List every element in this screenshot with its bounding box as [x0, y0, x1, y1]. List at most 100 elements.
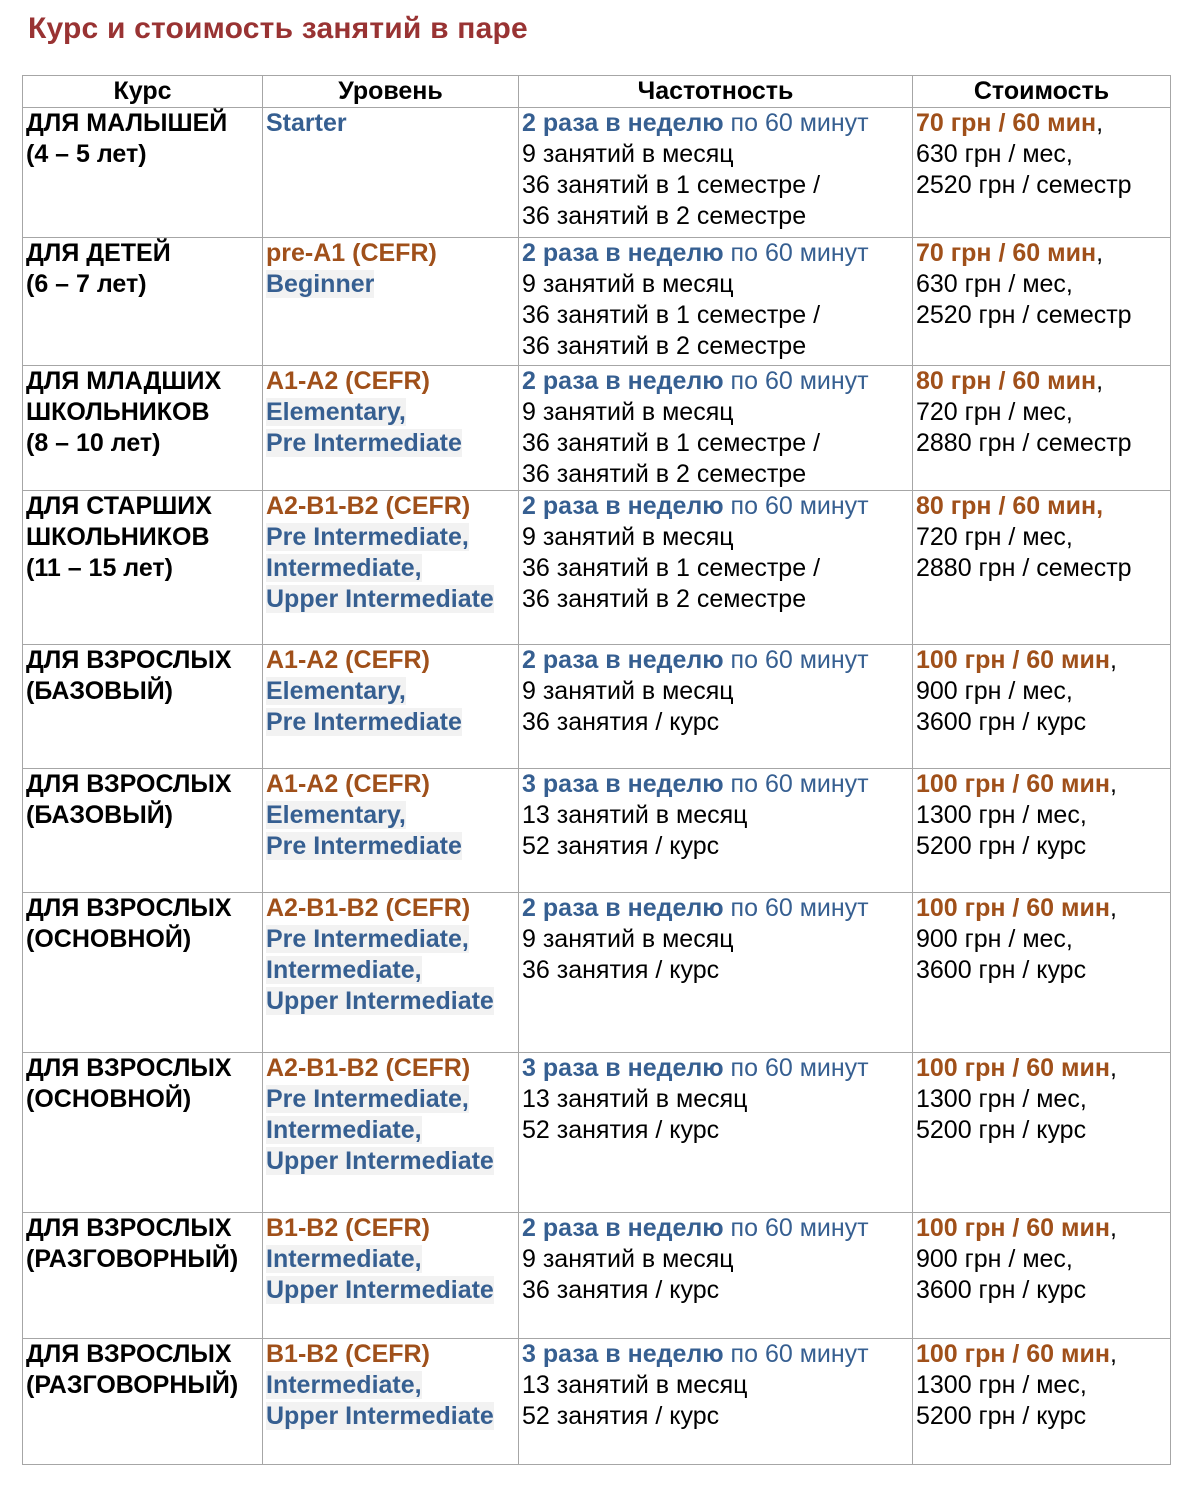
- price-detail-line: 5200 грн / курс: [916, 1402, 1087, 1430]
- course-cell: ДЛЯ ВЗРОСЛЫХ (РАЗГОВОРНЫЙ): [22, 1212, 263, 1339]
- level-cell: A1-A2 (CEFR) Elementary, Pre Intermediate: [262, 365, 519, 491]
- course-cell: ДЛЯ ВЗРОСЛЫХ (БАЗОВЫЙ): [22, 644, 263, 769]
- level-code: A2-B1-B2 (CEFR): [266, 894, 471, 922]
- price-cell: 80 грн / 60 мин, 720 грн / мес, 2880 грн /…: [912, 365, 1171, 491]
- price-per-lesson: 100 грн / 60 мин: [916, 646, 1110, 674]
- course-cell: ДЛЯ СТАРШИХ ШКОЛЬНИКОВ (11 – 15 лет): [22, 490, 263, 645]
- price-separator: ,: [1110, 646, 1117, 674]
- course-cell: ДЛЯ ВЗРОСЛЫХ (ОСНОВНОЙ): [22, 892, 263, 1053]
- frequency-cell: 2 раза в неделю по 60 минут 9 занятий в м…: [518, 237, 913, 366]
- level-name-line: Intermediate,: [266, 1244, 518, 1275]
- table-header-row: Курс Уровень Частотность Стоимость: [22, 75, 1171, 108]
- page-title: Курс и стоимость занятий в паре: [28, 12, 528, 45]
- level-code: A2-B1-B2 (CEFR): [266, 492, 471, 520]
- level-name: Starter: [266, 109, 347, 137]
- price-per-lesson: 100 грн / 60 мин: [916, 894, 1110, 922]
- price-headline: 100 грн / 60 мин,: [916, 769, 1170, 800]
- level-name: Intermediate,: [266, 1371, 422, 1399]
- level-name-line: Upper Intermediate: [266, 584, 518, 615]
- price-detail-line: 1300 грн / мес,: [916, 1371, 1087, 1399]
- course-name-line: (ОСНОВНОЙ): [26, 1085, 192, 1113]
- frequency-duration: по 60 минут: [723, 239, 869, 267]
- level-code: B1-B2 (CEFR): [266, 1340, 430, 1368]
- frequency-duration: по 60 минут: [723, 1340, 869, 1368]
- course-name-line: ШКОЛЬНИКОВ: [26, 523, 210, 551]
- frequency-detail-line: 13 занятий в месяц: [522, 801, 748, 829]
- level-name-line: Starter: [266, 108, 518, 139]
- level-code: A1-A2 (CEFR): [266, 646, 430, 674]
- level-name: Upper Intermediate: [266, 1276, 494, 1304]
- price-headline: 100 грн / 60 мин,: [916, 893, 1170, 924]
- price-per-lesson: 100 грн / 60 мин: [916, 1054, 1110, 1082]
- level-name-line: Intermediate,: [266, 553, 518, 584]
- level-name: Upper Intermediate: [266, 1402, 494, 1430]
- course-cell: ДЛЯ МЛАДШИХ ШКОЛЬНИКОВ (8 – 10 лет): [22, 365, 263, 491]
- frequency-cell: 3 раза в неделю по 60 минут 13 занятий в …: [518, 1052, 913, 1213]
- frequency-cell: 3 раза в неделю по 60 минут 13 занятий в …: [518, 768, 913, 893]
- level-name-line: Elementary,: [266, 397, 518, 428]
- frequency-headline: 2 раза в неделю по 60 минут: [522, 1213, 912, 1244]
- column-header-frequency: Частотность: [518, 75, 913, 108]
- frequency-duration: по 60 минут: [723, 894, 869, 922]
- level-name-line: Pre Intermediate,: [266, 1084, 518, 1115]
- course-name-line: (ОСНОВНОЙ): [26, 925, 192, 953]
- level-name-line: Pre Intermediate,: [266, 522, 518, 553]
- level-name: Upper Intermediate: [266, 1147, 494, 1175]
- frequency-detail-line: 36 занятий в 2 семестре: [522, 332, 807, 360]
- level-name: Elementary,: [266, 801, 406, 829]
- price-per-lesson: 80 грн / 60 мин,: [916, 492, 1104, 520]
- frequency-detail-line: 36 занятий в 1 семестре /: [522, 554, 821, 582]
- frequency-times-per-week: 2 раза в неделю: [522, 109, 724, 137]
- frequency-cell: 2 раза в неделю по 60 минут 9 занятий в м…: [518, 365, 913, 491]
- column-header-course: Курс: [22, 75, 263, 108]
- price-detail-line: 720 грн / мес,: [916, 523, 1073, 551]
- course-name-line: (БАЗОВЫЙ): [26, 801, 173, 829]
- price-detail-line: 900 грн / мес,: [916, 925, 1073, 953]
- frequency-detail-line: 36 занятий в 1 семестре /: [522, 301, 821, 329]
- level-name: Pre Intermediate,: [266, 925, 469, 953]
- level-name: Pre Intermediate: [266, 832, 462, 860]
- table-body: ДЛЯ МАЛЫШЕЙ (4 – 5 лет) Starter 2 раза в не…: [22, 107, 1171, 1465]
- price-cell: 70 грн / 60 мин, 630 грн / мес, 2520 грн /…: [912, 107, 1171, 238]
- price-cell: 100 грн / 60 мин, 1300 грн / мес, 5200 грн…: [912, 1052, 1171, 1213]
- course-name-line: ДЛЯ ВЗРОСЛЫХ: [26, 894, 232, 922]
- frequency-detail-line: 36 занятий в 2 семестре: [522, 202, 807, 230]
- level-cell: pre-A1 (CEFR) Beginner: [262, 237, 519, 366]
- price-separator: ,: [1110, 1214, 1117, 1242]
- price-detail-line: 630 грн / мес,: [916, 270, 1073, 298]
- level-name-line: Intermediate,: [266, 955, 518, 986]
- frequency-detail-line: 13 занятий в месяц: [522, 1371, 748, 1399]
- level-name: Beginner: [266, 270, 375, 298]
- level-code: B1-B2 (CEFR): [266, 1214, 430, 1242]
- level-code: A2-B1-B2 (CEFR): [266, 1054, 471, 1082]
- level-name: Upper Intermediate: [266, 987, 494, 1015]
- price-table: Курс Уровень Частотность Стоимость ДЛЯ М…: [22, 75, 1171, 1465]
- frequency-headline: 3 раза в неделю по 60 минут: [522, 1053, 912, 1084]
- price-headline: 70 грн / 60 мин,: [916, 238, 1170, 269]
- course-name-line: ДЛЯ ВЗРОСЛЫХ: [26, 1214, 232, 1242]
- course-name-line: (РАЗГОВОРНЫЙ): [26, 1371, 239, 1399]
- frequency-duration: по 60 минут: [723, 770, 869, 798]
- frequency-cell: 2 раза в неделю по 60 минут 9 занятий в м…: [518, 1212, 913, 1339]
- level-name-line: Pre Intermediate: [266, 707, 518, 738]
- price-per-lesson: 100 грн / 60 мин: [916, 1214, 1110, 1242]
- price-detail-line: 1300 грн / мес,: [916, 801, 1087, 829]
- frequency-duration: по 60 минут: [723, 1054, 869, 1082]
- frequency-duration: по 60 минут: [723, 646, 869, 674]
- level-code: A1-A2 (CEFR): [266, 367, 430, 395]
- frequency-times-per-week: 3 раза в неделю: [522, 1054, 724, 1082]
- frequency-times-per-week: 3 раза в неделю: [522, 1340, 724, 1368]
- level-name-line: Upper Intermediate: [266, 1401, 518, 1432]
- level-cell: A2-B1-B2 (CEFR) Pre Intermediate, Intermed…: [262, 892, 519, 1053]
- level-name-line: Intermediate,: [266, 1370, 518, 1401]
- price-separator: ,: [1110, 894, 1117, 922]
- course-name-line: ШКОЛЬНИКОВ: [26, 398, 210, 426]
- course-cell: ДЛЯ ВЗРОСЛЫХ (РАЗГОВОРНЫЙ): [22, 1338, 263, 1465]
- frequency-detail-line: 36 занятий в 2 семестре: [522, 460, 807, 488]
- price-headline: 100 грн / 60 мин,: [916, 1053, 1170, 1084]
- level-cell: B1-B2 (CEFR) Intermediate, Upper Intermedi…: [262, 1212, 519, 1339]
- price-per-lesson: 100 грн / 60 мин: [916, 1340, 1110, 1368]
- price-separator: ,: [1096, 109, 1104, 137]
- price-detail-line: 2520 грн / семестр: [916, 171, 1132, 199]
- frequency-detail-line: 36 занятий в 1 семестре /: [522, 429, 821, 457]
